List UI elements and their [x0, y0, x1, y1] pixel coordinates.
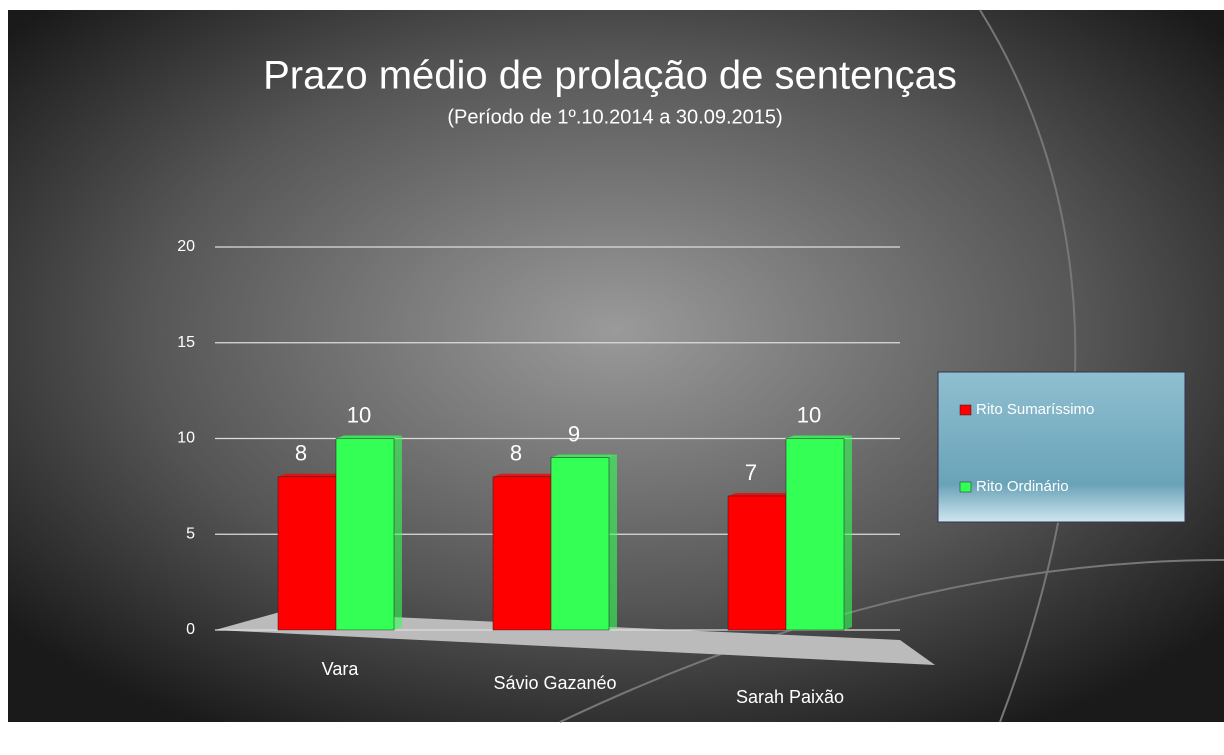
data-label: 10 [797, 402, 821, 427]
bar [492, 476, 552, 631]
bar-side [609, 454, 617, 630]
bar [727, 495, 787, 631]
data-label: 8 [295, 441, 307, 466]
data-label: 10 [347, 402, 371, 427]
x-tick-label: Sarah Paixão [736, 687, 844, 707]
x-tick-label: Sávio Gazanéo [493, 673, 616, 693]
chart-title: Prazo médio de prolação de sentenças [263, 54, 957, 98]
bar-top [551, 454, 617, 458]
data-label: 7 [745, 460, 757, 485]
legend-swatch [959, 481, 972, 493]
data-label: 9 [568, 421, 580, 446]
legend-label: Rito Sumaríssimo [976, 401, 1094, 418]
chart-subtitle: (Período de 1º.10.2014 a 30.09.2015) [447, 106, 782, 128]
bar-top [728, 492, 794, 496]
data-label: 8 [510, 441, 522, 466]
y-tick-label: 5 [186, 525, 195, 542]
y-tick-label: 0 [186, 621, 195, 638]
bar [335, 438, 395, 631]
y-tick-label: 10 [177, 430, 195, 447]
bar-side [844, 435, 852, 630]
bar [277, 476, 337, 631]
bar [550, 457, 610, 631]
bar-side [394, 435, 402, 630]
bar [785, 438, 845, 631]
bar-top [336, 435, 402, 439]
y-tick-label: 20 [177, 238, 195, 255]
bar-top [493, 473, 559, 477]
legend-label: Rito Ordinário [976, 478, 1069, 495]
x-tick-label: Vara [322, 659, 360, 679]
bar-top [278, 473, 344, 477]
decor-arc [559, 559, 1224, 723]
legend [937, 371, 1186, 523]
decor-arc [979, 9, 1077, 723]
bar-top [786, 435, 852, 439]
legend-swatch [959, 404, 972, 416]
y-tick-label: 15 [177, 334, 195, 351]
